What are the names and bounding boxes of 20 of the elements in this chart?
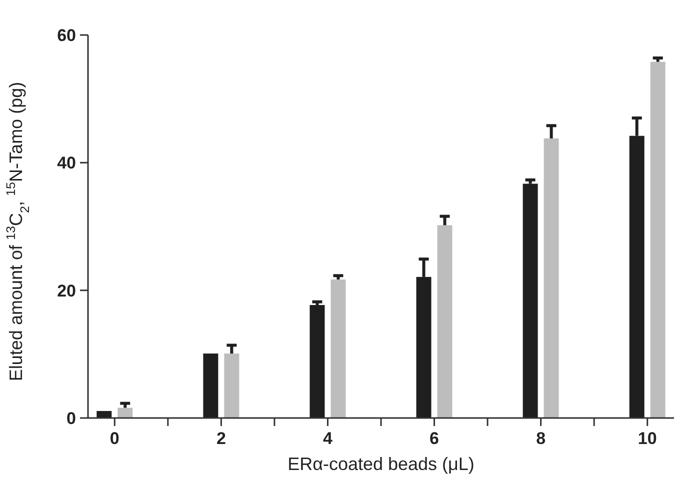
x-tick-label: 4 xyxy=(322,429,333,448)
bar xyxy=(522,184,538,418)
bar xyxy=(203,354,218,418)
bar xyxy=(437,225,452,418)
y-tick-label: 20 xyxy=(57,281,76,300)
x-tick-label: 8 xyxy=(536,429,546,448)
x-tick-label: 6 xyxy=(430,429,440,448)
y-tick-label: 40 xyxy=(57,154,76,173)
y-tick-label: 60 xyxy=(57,26,76,45)
x-tick-label: 10 xyxy=(638,429,657,448)
bar xyxy=(118,408,133,418)
bar xyxy=(544,138,559,418)
bar xyxy=(650,62,666,418)
bar xyxy=(330,279,346,418)
x-tick-label: 0 xyxy=(110,429,120,448)
bar xyxy=(224,354,240,418)
x-axis-title: ERα-coated beads (μL) xyxy=(288,454,474,474)
y-tick-label: 0 xyxy=(66,408,76,428)
x-tick-label: 2 xyxy=(216,429,226,448)
bar xyxy=(96,410,112,418)
